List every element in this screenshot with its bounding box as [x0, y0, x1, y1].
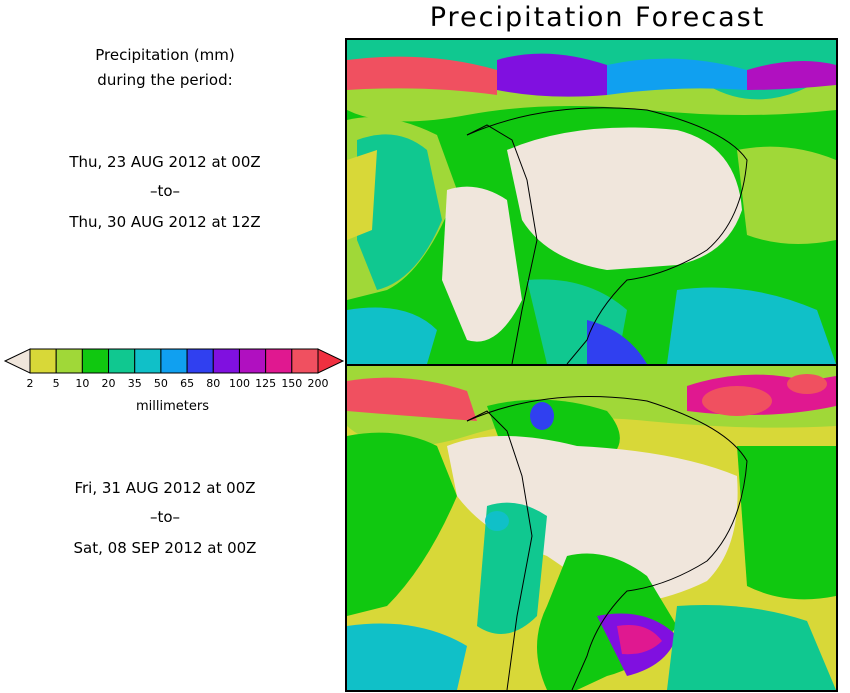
legend-tick-label: 35 [127, 377, 142, 390]
color-legend: 2 5 10 20 35 50 65 80 100 125 150 200 millimeters [0, 344, 345, 419]
legend-swatch [212, 348, 240, 374]
description-line-2: during the period: [97, 71, 233, 89]
legend-swatch [55, 348, 83, 374]
period-1-start: Thu, 23 AUG 2012 at 00Z [69, 153, 261, 171]
legend-tick-label: 80 [206, 377, 221, 390]
map-1-graphic [347, 40, 836, 364]
legend-swatch [81, 348, 110, 374]
legend-tick-label: 20 [101, 377, 116, 390]
legend-tick-label: 200 [307, 377, 329, 390]
period-1-separator: –to– [149, 182, 181, 200]
legend-swatch [29, 348, 57, 374]
legend-tick-label: 10 [75, 377, 90, 390]
legend-tick-label: 100 [228, 377, 250, 390]
legend-tick-label: 2 [26, 377, 34, 390]
legend-tick-label: 125 [255, 377, 277, 390]
legend-tick-label: 5 [52, 377, 60, 390]
legend-low-arrow [3, 348, 31, 374]
period-2-separator: –to– [149, 508, 181, 526]
legend-tick-label: 65 [180, 377, 195, 390]
legend-swatch [108, 348, 136, 374]
legend-swatch [238, 348, 267, 374]
legend-swatch [134, 348, 162, 374]
page-title: Precipitation Forecast [429, 2, 766, 33]
map-2-graphic [347, 366, 836, 690]
forecast-map-period-1 [345, 38, 838, 366]
period-1-end: Thu, 30 AUG 2012 at 12Z [69, 213, 261, 231]
period-2-end: Sat, 08 SEP 2012 at 00Z [73, 539, 257, 557]
legend-swatch [186, 348, 214, 374]
legend-swatch [160, 348, 188, 374]
legend-colorbar [3, 348, 345, 374]
legend-units: millimeters [136, 399, 209, 414]
legend-swatch [265, 348, 293, 374]
legend-swatch [291, 348, 319, 374]
description-line-1: Precipitation (mm) [95, 46, 235, 64]
forecast-map-period-2 [345, 364, 838, 692]
period-2-start: Fri, 31 AUG 2012 at 00Z [74, 479, 256, 497]
legend-tick-label: 150 [281, 377, 303, 390]
legend-tick-label: 50 [153, 377, 168, 390]
legend-high-arrow [317, 348, 345, 374]
